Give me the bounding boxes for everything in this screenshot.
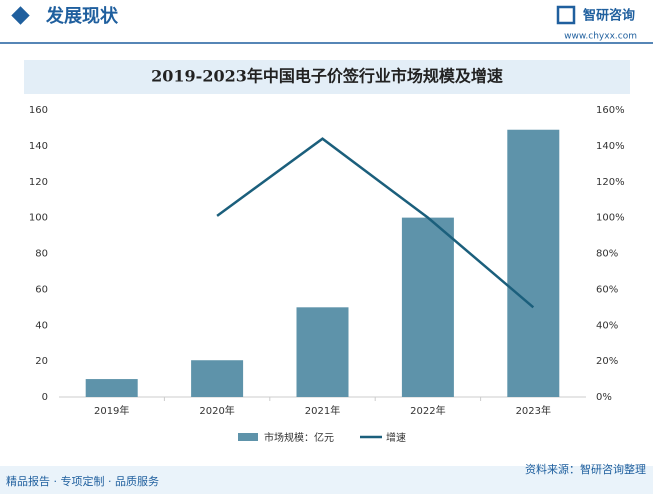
bar bbox=[85, 379, 138, 397]
y2-tick-label: 160% bbox=[596, 105, 625, 116]
header-icon bbox=[11, 6, 30, 25]
brand: 智研咨询 bbox=[583, 8, 635, 24]
y2-tick-label: 120% bbox=[596, 177, 625, 188]
legend-swatch bbox=[238, 433, 258, 441]
y2-tick-label: 60% bbox=[596, 284, 618, 295]
y2-tick-label: 40% bbox=[596, 320, 618, 331]
x-tick-label: 2023年 bbox=[516, 404, 551, 417]
bar bbox=[401, 217, 454, 397]
x-tick-label: 2022年 bbox=[410, 404, 445, 417]
x-tick-label: 2020年 bbox=[199, 404, 234, 417]
footer-tagline: 精品报告 · 专项定制 · 品质服务 bbox=[6, 474, 159, 488]
footer-band bbox=[0, 466, 653, 494]
y-tick-label: 120 bbox=[29, 177, 48, 188]
y-tick-label: 60 bbox=[35, 284, 48, 295]
legend-label: 增速 bbox=[386, 431, 406, 444]
x-tick-label: 2019年 bbox=[94, 404, 129, 417]
bar bbox=[191, 360, 244, 397]
legend-label: 市场规模：亿元 bbox=[264, 431, 334, 444]
y-tick-label: 140 bbox=[29, 141, 48, 152]
y2-tick-label: 100% bbox=[596, 213, 625, 224]
y-tick-label: 0 bbox=[42, 392, 48, 403]
x-tick-label: 2021年 bbox=[305, 404, 340, 417]
bar bbox=[507, 129, 560, 397]
y2-tick-label: 140% bbox=[596, 141, 625, 152]
y2-tick-label: 0% bbox=[596, 392, 612, 403]
y2-tick-label: 80% bbox=[596, 249, 618, 260]
y-tick-label: 160 bbox=[29, 105, 48, 116]
y-tick-label: 80 bbox=[35, 249, 48, 260]
y-tick-label: 20 bbox=[35, 356, 48, 367]
y-tick-label: 40 bbox=[35, 320, 48, 331]
source: 资料来源：智研咨询整理 bbox=[525, 462, 646, 476]
y2-tick-label: 20% bbox=[596, 356, 618, 367]
url: www.chyxx.com bbox=[564, 32, 637, 42]
logo-icon bbox=[556, 5, 576, 25]
title-box bbox=[24, 60, 630, 94]
y-tick-label: 100 bbox=[29, 213, 48, 224]
header-title: 发展现状 bbox=[45, 5, 119, 27]
chart-title: 2019-2023年中国电子价签行业市场规模及增速 bbox=[151, 67, 503, 86]
bar bbox=[296, 307, 349, 397]
line bbox=[216, 137, 535, 309]
